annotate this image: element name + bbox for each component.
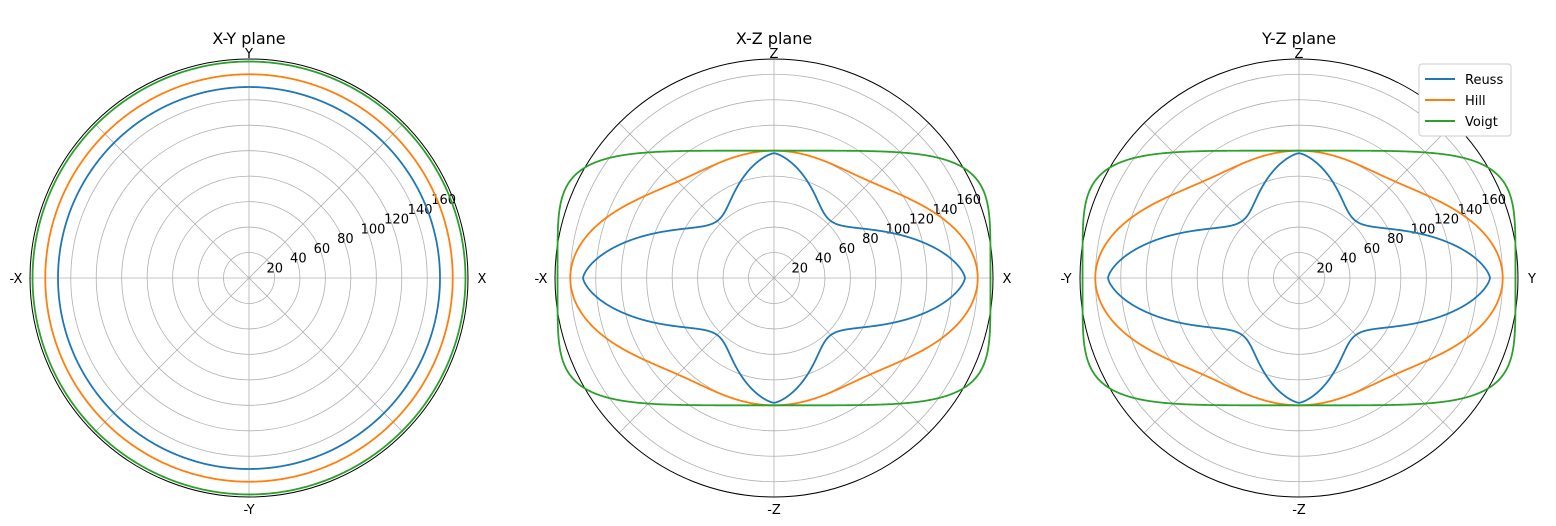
y-z-plane-direction-label-left: -Y — [1060, 272, 1071, 287]
x-y-plane-series-voigt — [31, 60, 467, 496]
x-z-plane-grid-spoke — [773, 277, 930, 434]
x-y-plane-series-hill — [44, 73, 454, 483]
x-z-plane-series-hill — [569, 149, 979, 407]
y-z-plane-tick-label-140: 140 — [1458, 203, 1483, 218]
x-z-plane-tick-label-120: 120 — [909, 213, 934, 228]
x-z-plane-grid-spoke — [618, 277, 775, 434]
x-z-plane-tick-label-20: 20 — [792, 261, 809, 276]
y-z-plane-grid-spoke — [1298, 122, 1455, 279]
y-z-plane-direction-label-right: Y — [1527, 272, 1536, 287]
y-z-plane-tick-label-80: 80 — [1387, 232, 1404, 247]
x-z-plane-series-voigt — [556, 149, 992, 407]
y-z-plane-tick-label-40: 40 — [1340, 252, 1357, 267]
y-z-plane-tick-label-20: 20 — [1317, 261, 1334, 276]
y-z-plane-grid-spoke — [1298, 277, 1455, 434]
x-z-plane-direction-label-top: Z — [770, 47, 779, 62]
y-z-plane-direction-label-bottom: -Z — [1292, 503, 1306, 518]
x-z-plane-tick-label-160: 160 — [956, 193, 981, 208]
xy-plane-title: X-Y plane — [212, 29, 285, 48]
y-z-plane-grid-spoke — [1143, 277, 1300, 434]
x-z-plane-grid-spoke — [773, 122, 930, 279]
x-z-plane-direction-label-bottom: -Z — [767, 503, 781, 518]
x-z-plane-tick-label-140: 140 — [933, 203, 958, 218]
yz-plane-title: Y-Z plane — [1261, 29, 1336, 48]
x-y-plane-grid-spoke — [93, 277, 250, 434]
x-y-plane-tick-label-120: 120 — [384, 213, 409, 228]
x-z-plane-series-reuss — [582, 152, 966, 404]
legend: Reuss Hill Voigt — [1418, 63, 1512, 137]
xz-plane-title: X-Z plane — [736, 29, 812, 48]
x-z-plane-polar-frame — [554, 58, 994, 498]
x-y-plane-direction-label-bottom: -Y — [243, 503, 254, 518]
x-y-plane-direction-label-left: -X — [10, 272, 23, 287]
x-y-plane-grid-spoke — [93, 122, 250, 279]
y-z-plane-direction-label-top: Z — [1295, 47, 1304, 62]
legend-label-reuss: Reuss — [1465, 73, 1503, 88]
legend-label-hill: Hill — [1465, 94, 1486, 109]
x-y-plane-tick-label-80: 80 — [337, 232, 354, 247]
legend-frame — [1418, 63, 1512, 137]
x-y-plane-polar-frame — [29, 58, 469, 498]
x-z-plane-tick-label-40: 40 — [815, 252, 832, 267]
x-y-plane-series-reuss — [57, 86, 441, 470]
y-z-plane-series-reuss — [1107, 152, 1491, 404]
legend-label-voigt: Voigt — [1465, 115, 1498, 130]
x-y-plane-direction-label-right: X — [478, 272, 487, 287]
y-z-plane-tick-label-160: 160 — [1481, 193, 1506, 208]
x-z-plane-direction-label-left: -X — [535, 272, 548, 287]
x-z-plane-grid-spoke — [618, 122, 775, 279]
x-y-plane-tick-label-40: 40 — [290, 252, 307, 267]
x-y-plane-grid-spoke — [248, 277, 405, 434]
y-z-plane-polar-frame — [1079, 58, 1519, 498]
x-y-plane-tick-label-60: 60 — [314, 242, 331, 257]
x-y-plane-grid-spoke — [248, 122, 405, 279]
y-z-plane-series-hill — [1094, 149, 1504, 407]
x-y-plane-tick-label-20: 20 — [267, 261, 284, 276]
y-z-plane-grid-spoke — [1143, 122, 1300, 279]
x-z-plane-tick-label-80: 80 — [862, 232, 879, 247]
y-z-plane-tick-label-60: 60 — [1364, 242, 1381, 257]
x-z-plane-tick-label-60: 60 — [839, 242, 856, 257]
x-z-plane-direction-label-right: X — [1003, 272, 1012, 287]
y-z-plane-series-voigt — [1081, 149, 1517, 407]
x-y-plane-direction-label-top: Y — [244, 47, 253, 62]
x-y-plane-tick-label-100: 100 — [361, 222, 386, 237]
y-z-plane-tick-label-120: 120 — [1434, 213, 1459, 228]
